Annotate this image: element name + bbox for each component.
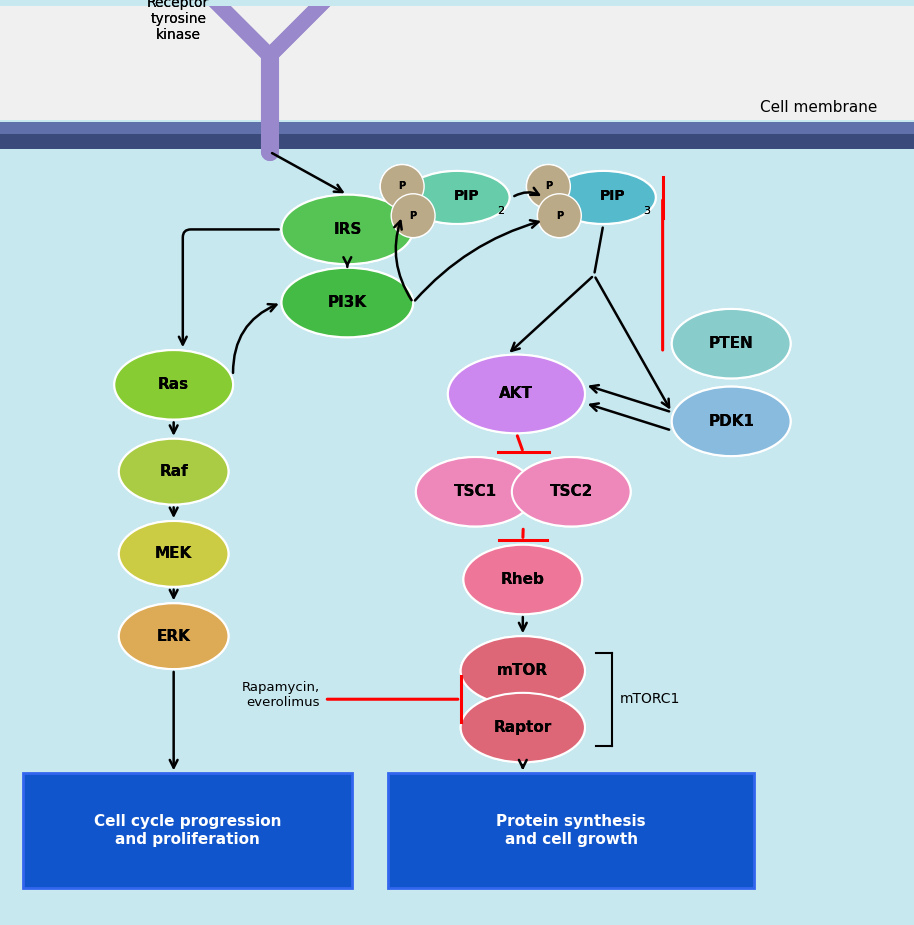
Ellipse shape xyxy=(550,171,655,224)
Text: PDK1: PDK1 xyxy=(708,413,754,429)
Text: 2: 2 xyxy=(497,206,505,216)
Circle shape xyxy=(526,165,570,208)
Ellipse shape xyxy=(448,354,585,433)
Ellipse shape xyxy=(119,521,228,586)
Ellipse shape xyxy=(119,521,228,586)
Ellipse shape xyxy=(512,457,631,526)
Text: P: P xyxy=(545,181,552,191)
Ellipse shape xyxy=(114,350,233,420)
Text: TSC2: TSC2 xyxy=(549,485,593,500)
Text: Raf: Raf xyxy=(159,464,188,479)
Ellipse shape xyxy=(512,457,631,526)
Ellipse shape xyxy=(672,309,791,378)
Text: Cell cycle progression
and proliferation: Cell cycle progression and proliferation xyxy=(93,814,282,846)
Text: PIP: PIP xyxy=(600,189,625,203)
Ellipse shape xyxy=(461,693,585,762)
Text: Rheb: Rheb xyxy=(501,572,545,587)
Text: P: P xyxy=(399,181,406,191)
Text: P: P xyxy=(556,211,563,221)
Text: mTORC1: mTORC1 xyxy=(620,692,680,706)
Ellipse shape xyxy=(282,194,413,265)
Text: PTEN: PTEN xyxy=(709,336,753,352)
Text: TSC1: TSC1 xyxy=(453,485,497,500)
Text: Cell membrane: Cell membrane xyxy=(760,100,877,116)
Ellipse shape xyxy=(114,350,233,420)
Ellipse shape xyxy=(672,387,791,456)
Ellipse shape xyxy=(404,171,510,224)
Ellipse shape xyxy=(416,457,535,526)
Text: PIP: PIP xyxy=(453,189,479,203)
Text: Rapamycin,
everolimus: Rapamycin, everolimus xyxy=(242,681,320,709)
Text: mTOR: mTOR xyxy=(497,663,548,678)
Ellipse shape xyxy=(119,438,228,504)
Text: MEK: MEK xyxy=(155,547,192,561)
Ellipse shape xyxy=(550,171,655,224)
Text: Receptor
tyrosine
kinase: Receptor tyrosine kinase xyxy=(147,0,209,43)
Text: mTOR: mTOR xyxy=(497,663,548,678)
Ellipse shape xyxy=(282,194,413,265)
Circle shape xyxy=(391,193,435,238)
Text: P: P xyxy=(545,181,552,191)
Text: PI3K: PI3K xyxy=(328,295,367,310)
Text: PDK1: PDK1 xyxy=(708,413,754,429)
Ellipse shape xyxy=(463,545,582,614)
Text: P: P xyxy=(399,181,406,191)
Circle shape xyxy=(526,165,570,208)
FancyBboxPatch shape xyxy=(0,121,914,138)
Circle shape xyxy=(537,193,581,238)
Text: TSC2: TSC2 xyxy=(549,485,593,500)
FancyBboxPatch shape xyxy=(23,773,352,887)
Text: P: P xyxy=(556,211,563,221)
Ellipse shape xyxy=(461,693,585,762)
Text: IRS: IRS xyxy=(333,222,362,237)
FancyBboxPatch shape xyxy=(388,773,754,887)
Ellipse shape xyxy=(672,387,791,456)
Ellipse shape xyxy=(404,171,510,224)
Text: 3: 3 xyxy=(643,206,651,216)
Text: Rheb: Rheb xyxy=(501,572,545,587)
Text: IRS: IRS xyxy=(333,222,362,237)
Circle shape xyxy=(537,193,581,238)
Text: ERK: ERK xyxy=(156,629,191,644)
Text: Protein synthesis
and cell growth: Protein synthesis and cell growth xyxy=(496,814,646,846)
Ellipse shape xyxy=(119,438,228,504)
Circle shape xyxy=(380,165,424,208)
Ellipse shape xyxy=(672,309,791,378)
FancyBboxPatch shape xyxy=(0,134,914,149)
Ellipse shape xyxy=(448,354,585,433)
Ellipse shape xyxy=(282,268,413,338)
Text: PTEN: PTEN xyxy=(709,336,753,352)
Text: ERK: ERK xyxy=(156,629,191,644)
Text: Receptor
tyrosine
kinase: Receptor tyrosine kinase xyxy=(147,0,209,43)
Text: AKT: AKT xyxy=(499,387,534,401)
Text: Raf: Raf xyxy=(159,464,188,479)
Text: PIP: PIP xyxy=(453,189,479,203)
Ellipse shape xyxy=(119,603,228,669)
Text: MEK: MEK xyxy=(155,547,192,561)
FancyBboxPatch shape xyxy=(0,6,914,119)
Text: PIP: PIP xyxy=(600,189,625,203)
Text: 3: 3 xyxy=(643,206,651,216)
Text: 2: 2 xyxy=(497,206,505,216)
Text: Raptor: Raptor xyxy=(494,720,552,735)
Text: Ras: Ras xyxy=(158,377,189,392)
Text: PI3K: PI3K xyxy=(328,295,367,310)
Ellipse shape xyxy=(119,603,228,669)
Text: AKT: AKT xyxy=(499,387,534,401)
Ellipse shape xyxy=(416,457,535,526)
Text: Raptor: Raptor xyxy=(494,720,552,735)
Circle shape xyxy=(391,193,435,238)
Ellipse shape xyxy=(461,636,585,706)
Ellipse shape xyxy=(461,636,585,706)
Text: P: P xyxy=(409,211,417,221)
Circle shape xyxy=(380,165,424,208)
Ellipse shape xyxy=(463,545,582,614)
Text: TSC1: TSC1 xyxy=(453,485,497,500)
Text: P: P xyxy=(409,211,417,221)
Ellipse shape xyxy=(282,268,413,338)
Text: Ras: Ras xyxy=(158,377,189,392)
